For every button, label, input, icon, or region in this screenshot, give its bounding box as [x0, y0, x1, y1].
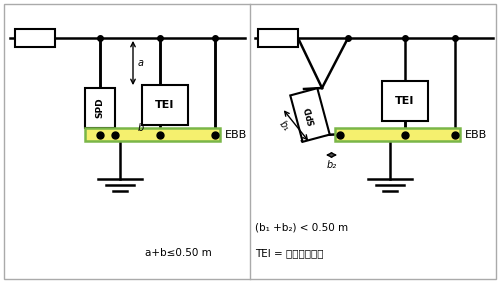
Text: TEI: TEI — [396, 96, 414, 106]
Bar — [382, 81, 428, 121]
Text: a+b≤0.50 m: a+b≤0.50 m — [144, 248, 212, 258]
Bar — [335, 128, 460, 141]
Text: a: a — [138, 58, 144, 68]
Text: b: b — [138, 123, 144, 133]
Bar — [15, 29, 55, 47]
Bar — [85, 128, 220, 141]
Bar — [85, 88, 115, 128]
Bar — [258, 29, 298, 47]
Text: b₂: b₂ — [326, 160, 336, 170]
Bar — [290, 88, 330, 142]
Text: (b₁ +b₂) < 0.50 m: (b₁ +b₂) < 0.50 m — [255, 223, 348, 233]
Text: EBB: EBB — [225, 130, 247, 140]
Text: TEI = 终端设备接口: TEI = 终端设备接口 — [255, 248, 324, 258]
Text: SPD: SPD — [303, 105, 317, 125]
Text: b₁: b₁ — [277, 118, 291, 133]
Text: EBB: EBB — [465, 130, 487, 140]
Text: TEI: TEI — [156, 100, 174, 110]
Text: SPD: SPD — [96, 98, 104, 118]
Bar — [142, 85, 188, 125]
